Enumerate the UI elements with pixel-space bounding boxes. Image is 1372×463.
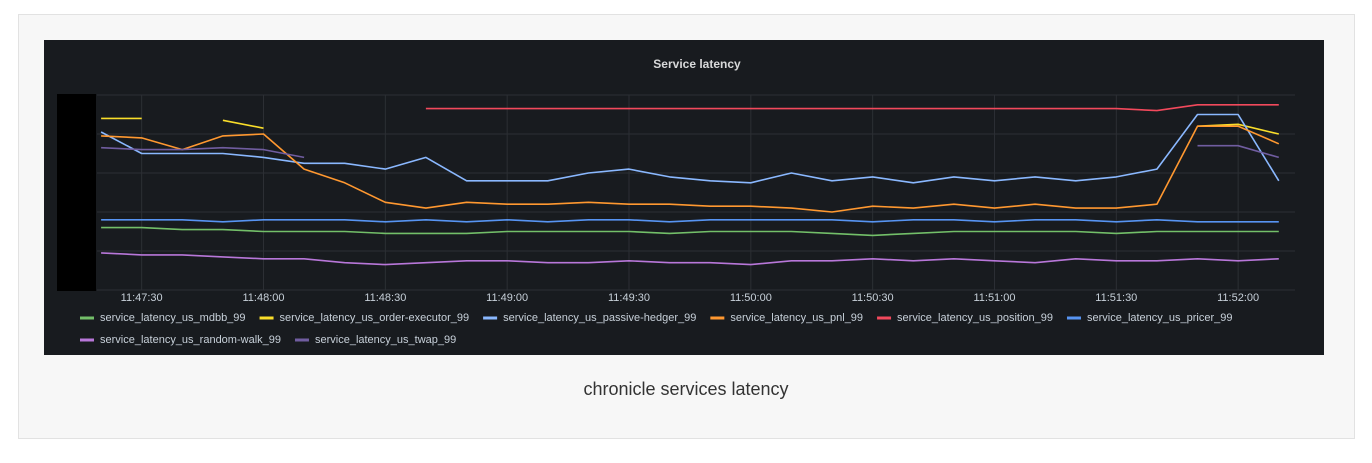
series-line [101, 252, 1279, 266]
series-line [1197, 144, 1280, 159]
series-line [101, 146, 305, 159]
legend-label: service_latency_us_pnl_99 [730, 312, 863, 324]
x-tick-label: 11:51:30 [1095, 292, 1137, 304]
legend-label: service_latency_us_twap_99 [315, 334, 456, 346]
legend-swatch [483, 316, 498, 320]
legend-swatch [877, 316, 892, 320]
legend-label: service_latency_us_passive-hedger_99 [503, 312, 696, 324]
x-tick-label: 11:48:00 [242, 292, 284, 304]
legend-swatch [1066, 316, 1081, 320]
legend-label: service_latency_us_mdbb_99 [100, 312, 246, 324]
x-tick-label: 11:49:30 [608, 292, 650, 304]
legend-swatch [80, 338, 94, 342]
series-line [101, 226, 1279, 237]
x-tick-label: 11:52:00 [1217, 292, 1259, 304]
panel [44, 40, 1324, 355]
series-line [222, 119, 264, 129]
legend-label: service_latency_us_random-walk_99 [100, 334, 281, 346]
series-line [101, 219, 1279, 223]
series-line [101, 125, 1280, 213]
legend-swatch [710, 316, 725, 320]
x-tick-label: 11:49:00 [486, 292, 528, 304]
x-tick-label: 11:50:00 [730, 292, 772, 304]
series-line [425, 104, 1279, 112]
legend-swatch [80, 316, 94, 320]
redaction [57, 94, 96, 291]
legend-label: service_latency_us_pricer_99 [1087, 312, 1233, 324]
x-tick-label: 11:47:30 [121, 292, 163, 304]
legend-label: service_latency_us_order-executor_99 [280, 312, 470, 324]
legend-swatch [294, 338, 309, 342]
plot: 11:47:30 11:48:00 11:48:30 11:49:00 11:49:30… [80, 94, 1295, 346]
x-tick-label: 11:50:30 [852, 292, 894, 304]
caption: chronicle services latency [583, 379, 788, 399]
chart-title: Service latency [653, 57, 741, 71]
x-tick-label: 11:51:00 [973, 292, 1015, 304]
x-tick-label: 11:48:30 [364, 292, 406, 304]
legend-swatch [259, 316, 274, 320]
legend-label: service_latency_us_position_99 [897, 312, 1053, 324]
